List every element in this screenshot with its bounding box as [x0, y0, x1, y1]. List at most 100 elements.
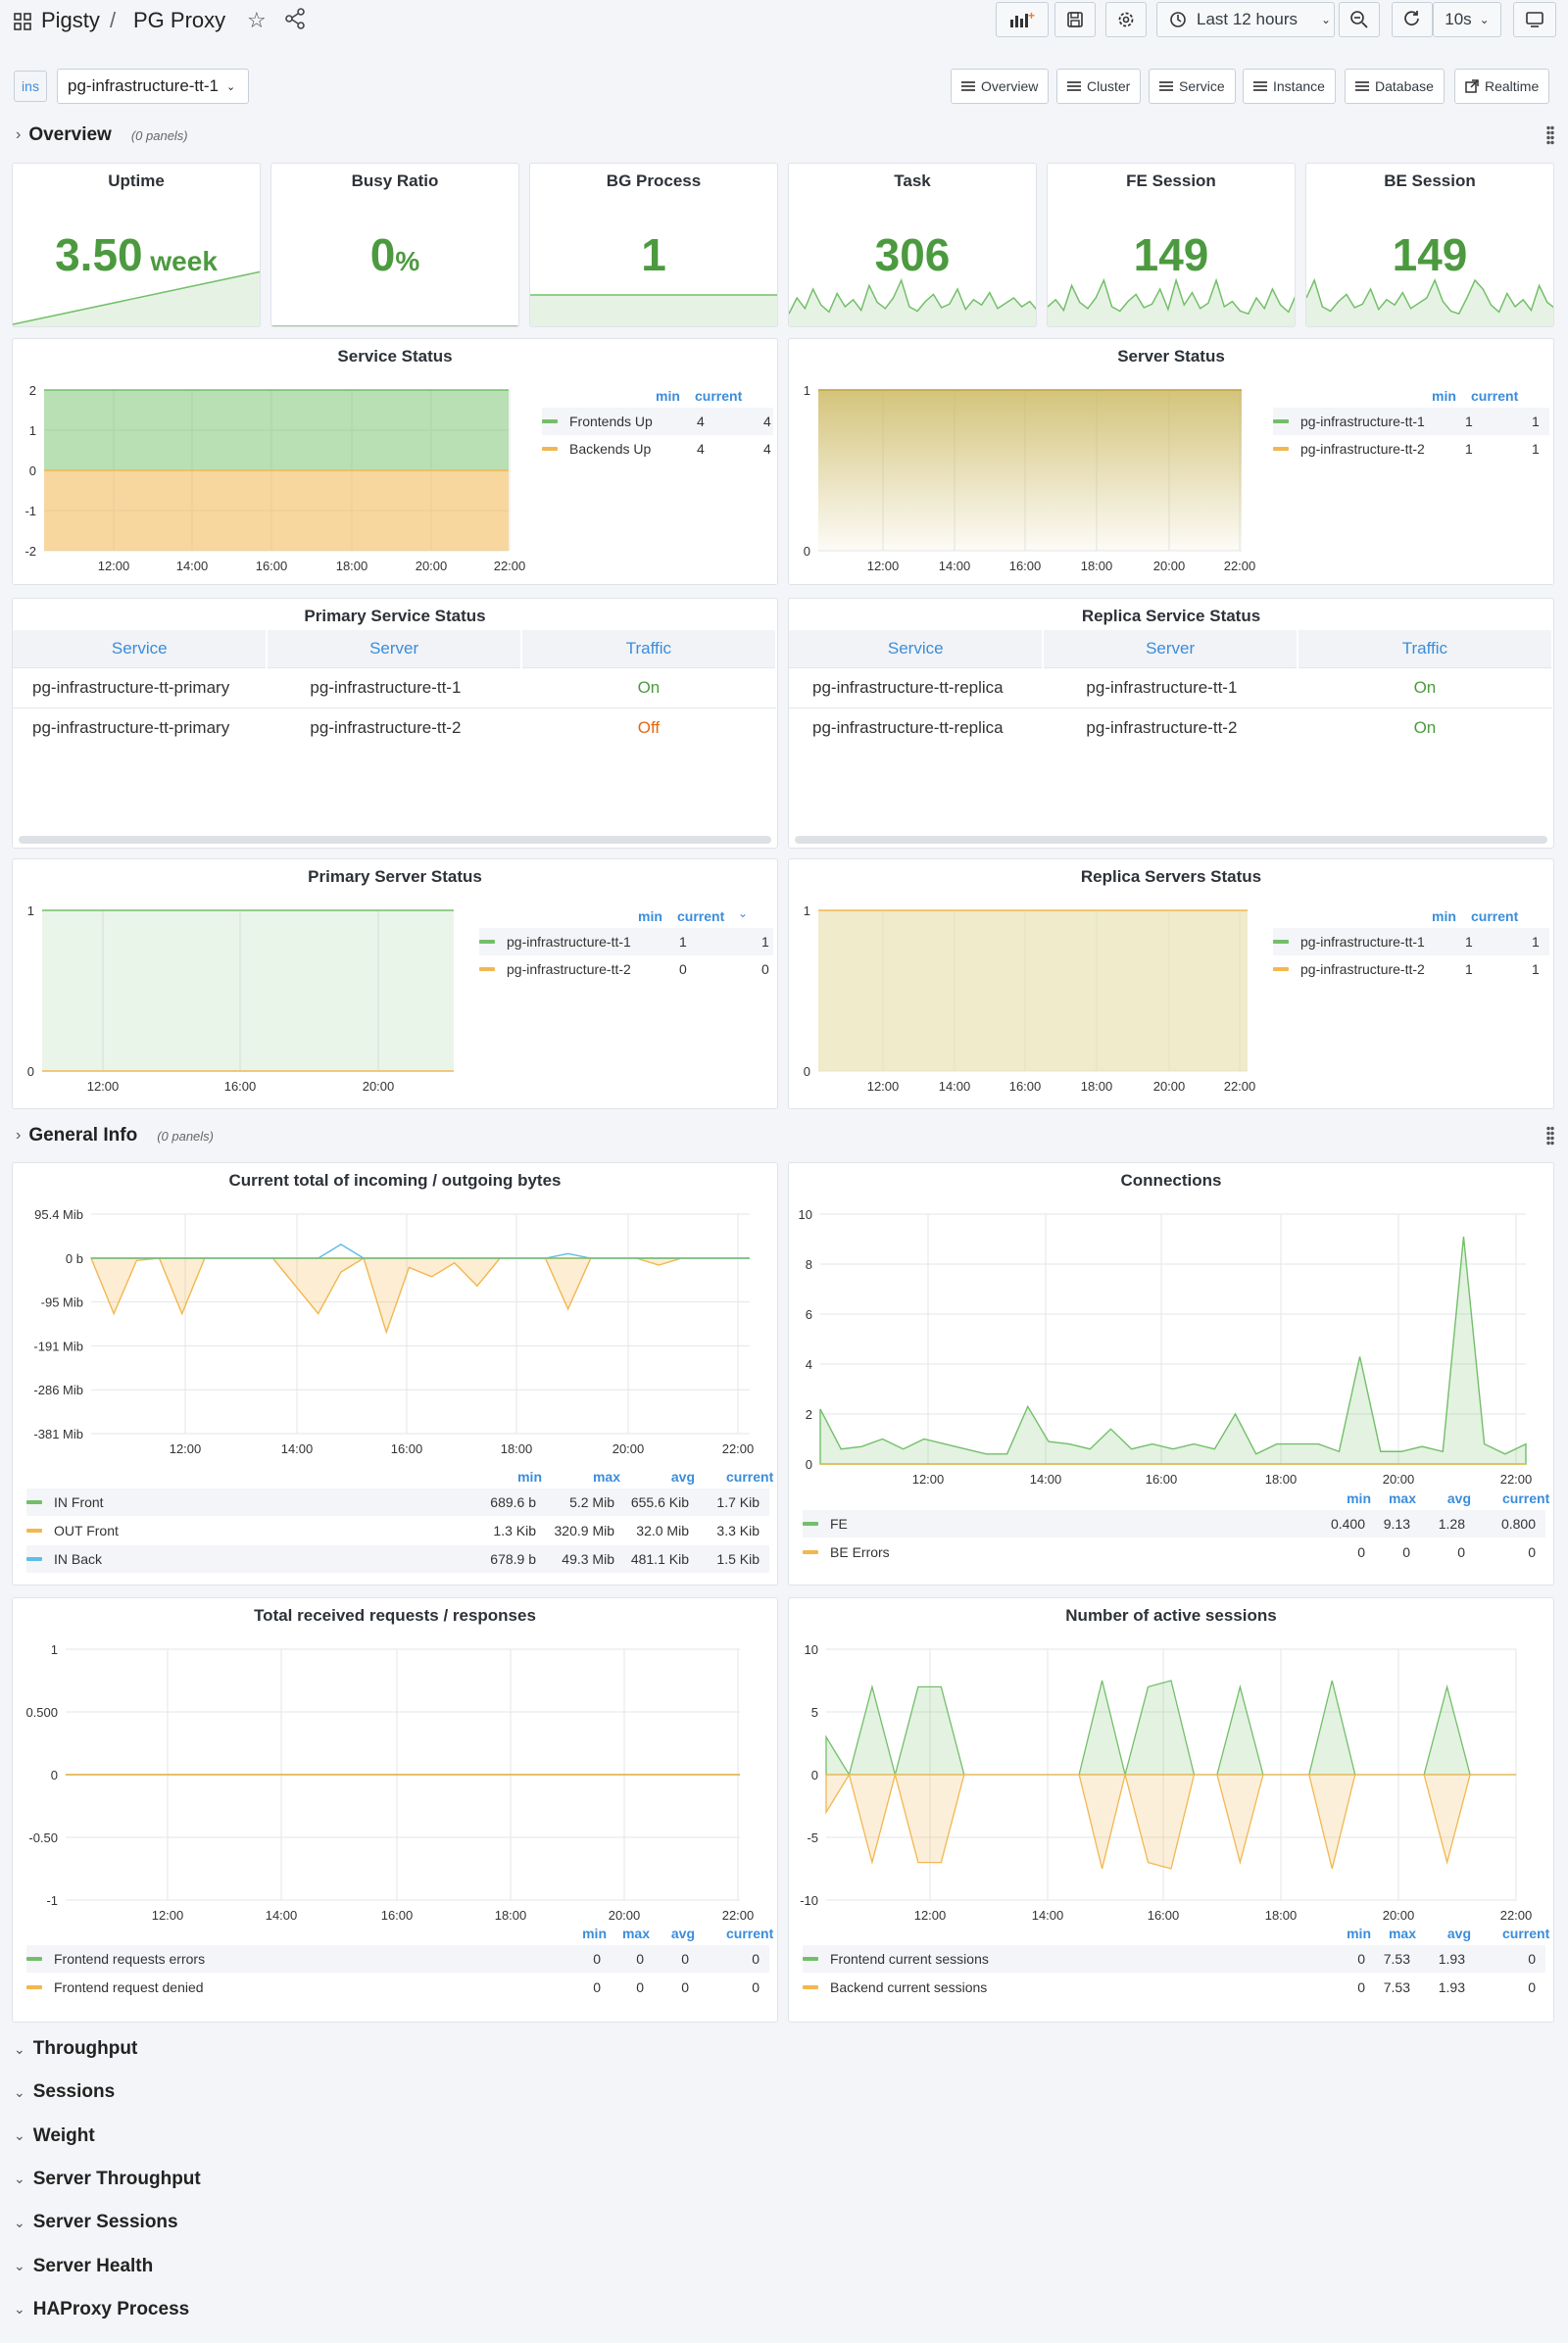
legend-row[interactable]: OUT Front 1.3 Kib 320.9 Mib 32.0 Mib 3.3 Kib: [26, 1517, 769, 1544]
legend-min: 1: [1465, 934, 1473, 950]
panel-title: BE Session: [1384, 171, 1476, 190]
row-server-sessions[interactable]: ⌄ Server Sessions: [14, 2212, 178, 2233]
nav-link-instance[interactable]: Instance: [1243, 69, 1336, 104]
nav-link-service[interactable]: Service: [1149, 69, 1236, 104]
x-tick-label: 14:00: [939, 1079, 971, 1094]
y-tick-label: -5: [807, 1830, 818, 1845]
y-tick-label: -286 Mib: [33, 1383, 83, 1397]
column-header[interactable]: Traffic: [520, 630, 777, 667]
row-server-health[interactable]: ⌄ Server Health: [14, 2256, 153, 2277]
panel-title: Service Status: [337, 347, 453, 366]
nav-link-realtime[interactable]: Realtime: [1454, 69, 1550, 104]
legend-row[interactable]: IN Front 689.6 b 5.2 Mib 655.6 Kib 1.7 Kib: [26, 1489, 769, 1516]
legend-row[interactable]: Frontend current sessions 0 7.53 1.93 0: [803, 1945, 1545, 1973]
row-weight[interactable]: ⌄ Weight: [14, 2125, 95, 2147]
row-haproxy-process[interactable]: ⌄ HAProxy Process: [14, 2299, 189, 2320]
legend-row[interactable]: Frontend requests errors 0 0 0 0: [26, 1945, 769, 1973]
chevron-down-icon: ⌄: [226, 80, 236, 93]
legend-name: pg-infrastructure-tt-1: [1300, 934, 1425, 950]
breadcrumb-org[interactable]: Pigsty: [41, 8, 100, 32]
legend-row[interactable]: pg-infrastructure-tt-2 0 0: [479, 955, 773, 983]
tv-mode-button[interactable]: [1513, 2, 1556, 37]
drag-handle-icon[interactable]: [1546, 1126, 1554, 1146]
refresh-interval-picker[interactable]: 10s ⌄: [1433, 2, 1501, 37]
settings-button[interactable]: [1105, 2, 1147, 37]
panel-replica-service-status: Replica Service Status Service Server Traf…: [788, 598, 1554, 849]
x-tick-label: 20:00: [363, 1079, 395, 1094]
top-bar: Pigsty / PG Proxy ☆ + Last 12 hours ⌄ 10…: [0, 0, 1568, 43]
instance-variable-select[interactable]: pg-infrastructure-tt-1 ⌄: [57, 69, 249, 104]
legend-row[interactable]: BE Errors 0 0 0 0: [803, 1538, 1545, 1566]
horizontal-scrollbar[interactable]: [795, 836, 1547, 844]
legend-row[interactable]: IN Back 678.9 b 49.3 Mib 481.1 Kib 1.5 Kib: [26, 1545, 769, 1573]
legend-name: Frontend current sessions: [830, 1951, 989, 1967]
horizontal-scrollbar[interactable]: [19, 836, 771, 844]
legend-current: 0: [752, 1951, 760, 1967]
row-overview[interactable]: › Overview (0 panels): [0, 118, 1568, 153]
row-server-throughput[interactable]: ⌄ Server Throughput: [14, 2169, 201, 2190]
nav-link-database[interactable]: Database: [1345, 69, 1445, 104]
refresh-button[interactable]: [1392, 2, 1433, 37]
legend-name: OUT Front: [54, 1523, 119, 1538]
column-header[interactable]: Server: [267, 630, 522, 667]
legend-row[interactable]: pg-infrastructure-tt-1 1 1: [479, 928, 773, 955]
server-status-area: [818, 390, 1242, 551]
legend-row[interactable]: pg-infrastructure-tt-2 1 1: [1273, 435, 1549, 463]
drag-handle-icon[interactable]: [1546, 125, 1554, 145]
legend-row[interactable]: Backend current sessions 0 7.53 1.93 0: [803, 1974, 1545, 2001]
svg-text:+: +: [1028, 10, 1035, 23]
column-header[interactable]: Server: [1043, 630, 1298, 667]
y-tick-label: 8: [806, 1257, 812, 1272]
nav-link-overview[interactable]: Overview: [951, 69, 1050, 104]
stat-value-wrap: 0%: [271, 232, 518, 284]
x-tick-label: 12:00: [914, 1908, 947, 1923]
row-general-info[interactable]: › General Info (0 panels): [0, 1118, 1568, 1153]
legend-swatch: [26, 1957, 42, 1961]
add-panel-icon: +: [1010, 10, 1035, 27]
row-title: General Info: [28, 1125, 138, 1146]
table-cell: pg-infrastructure-tt-2: [267, 707, 521, 748]
legend-header: min: [1347, 1926, 1371, 1941]
x-tick-label: 14:00: [1030, 1472, 1062, 1487]
row-throughput[interactable]: ⌄ Throughput: [14, 2038, 137, 2060]
dashboard-title[interactable]: PG Proxy: [133, 8, 226, 32]
column-header[interactable]: Service: [789, 630, 1045, 667]
x-tick-label: 22:00: [722, 1441, 755, 1456]
stat-value: 0: [369, 229, 396, 280]
table-cell: On: [1297, 666, 1552, 708]
zoom-out-button[interactable]: [1339, 2, 1380, 37]
legend-row[interactable]: Frontend request denied 0 0 0 0: [26, 1974, 769, 2001]
legend-current: 1.5 Kib: [716, 1551, 760, 1567]
row-sessions[interactable]: ⌄ Sessions: [14, 2081, 115, 2103]
legend-current: 1: [1532, 961, 1540, 977]
legend-row[interactable]: pg-infrastructure-tt-2 1 1: [1273, 955, 1549, 983]
sparkline: [789, 277, 1036, 326]
legend-swatch: [26, 1557, 42, 1561]
legend-current: 1.7 Kib: [716, 1494, 760, 1510]
add-panel-button[interactable]: +: [996, 2, 1049, 37]
legend-current: 0: [1528, 1544, 1536, 1560]
tt1-area: [42, 910, 454, 1071]
legend-name: pg-infrastructure-tt-2: [1300, 441, 1425, 457]
apps-grid-icon[interactable]: [14, 13, 31, 30]
legend-row[interactable]: Backends Up 4 4: [542, 435, 773, 463]
time-range-picker[interactable]: Last 12 hours ⌄: [1156, 2, 1335, 37]
column-header[interactable]: Traffic: [1297, 630, 1553, 667]
save-button[interactable]: [1054, 2, 1096, 37]
breadcrumb-separator: /: [110, 8, 117, 32]
legend-row[interactable]: pg-infrastructure-tt-1 1 1: [1273, 928, 1549, 955]
table-row: pg-infrastructure-tt-primary pg-infrastru…: [13, 707, 776, 748]
sparkline-line: [1048, 277, 1295, 316]
nav-link-cluster[interactable]: Cluster: [1056, 69, 1142, 104]
legend-name: IN Front: [54, 1494, 104, 1510]
star-icon[interactable]: ☆: [247, 8, 267, 32]
column-header[interactable]: Service: [13, 630, 269, 667]
legend-row[interactable]: pg-infrastructure-tt-1 1 1: [1273, 408, 1549, 435]
legend-row[interactable]: FE 0.400 9.13 1.28 0.800: [803, 1510, 1545, 1538]
row-title: Weight: [32, 2124, 95, 2146]
legend-header-current: current: [695, 388, 743, 404]
server-status-chart: 1 0 12:00 14:00 16:00 18:00 20:00 22:00: [804, 383, 1256, 573]
legend-row[interactable]: Frontends Up 4 4: [542, 408, 773, 435]
share-icon[interactable]: [284, 8, 306, 34]
chevron-down-icon[interactable]: ⌄: [738, 906, 749, 920]
